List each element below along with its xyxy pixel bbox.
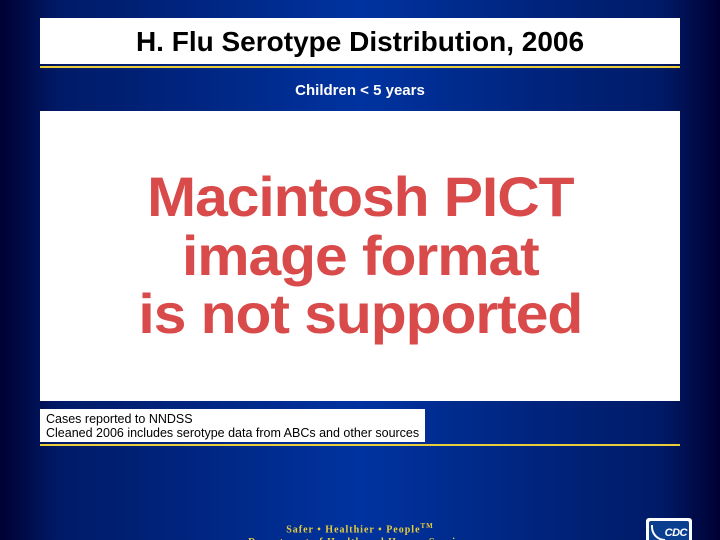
cdc-logo-text: CDC: [665, 527, 687, 539]
footnotes-box: Cases reported to NNDSS Cleaned 2006 inc…: [40, 409, 425, 442]
tagline-word-3: People: [386, 524, 420, 535]
tagline-word-1: Safer: [286, 524, 314, 535]
footnote-line-2: Cleaned 2006 includes serotype data from…: [46, 426, 419, 440]
slide-title: H. Flu Serotype Distribution, 2006: [50, 26, 670, 58]
footer-tagline: Safer • Healthier • PeopleTM: [0, 522, 720, 535]
subtitle: Children < 5 years: [0, 82, 720, 99]
pict-line-3: is not supported: [138, 285, 582, 344]
tagline-word-2: Healthier: [325, 524, 374, 535]
chart-placeholder: Macintosh PICT image format is not suppo…: [40, 111, 680, 401]
cdc-logo-inner: CDC: [649, 521, 689, 540]
pict-line-2: image format: [138, 227, 582, 286]
footnotes: Cases reported to NNDSS Cleaned 2006 inc…: [40, 409, 680, 446]
pict-error-message: Macintosh PICT image format is not suppo…: [138, 168, 582, 344]
pict-line-1: Macintosh PICT: [138, 168, 582, 227]
footer: Safer • Healthier • PeopleTM Department …: [0, 522, 720, 540]
title-bar: H. Flu Serotype Distribution, 2006: [40, 18, 680, 64]
cdc-logo: CDC: [646, 518, 692, 540]
bullet-icon: •: [317, 524, 322, 535]
footnote-line-1: Cases reported to NNDSS: [46, 412, 419, 426]
cdc-swoosh-icon: [651, 525, 665, 540]
bullet-icon: •: [378, 524, 383, 535]
trademark-icon: TM: [421, 522, 434, 530]
title-underline: [40, 66, 680, 68]
footnotes-underline: [40, 444, 680, 446]
